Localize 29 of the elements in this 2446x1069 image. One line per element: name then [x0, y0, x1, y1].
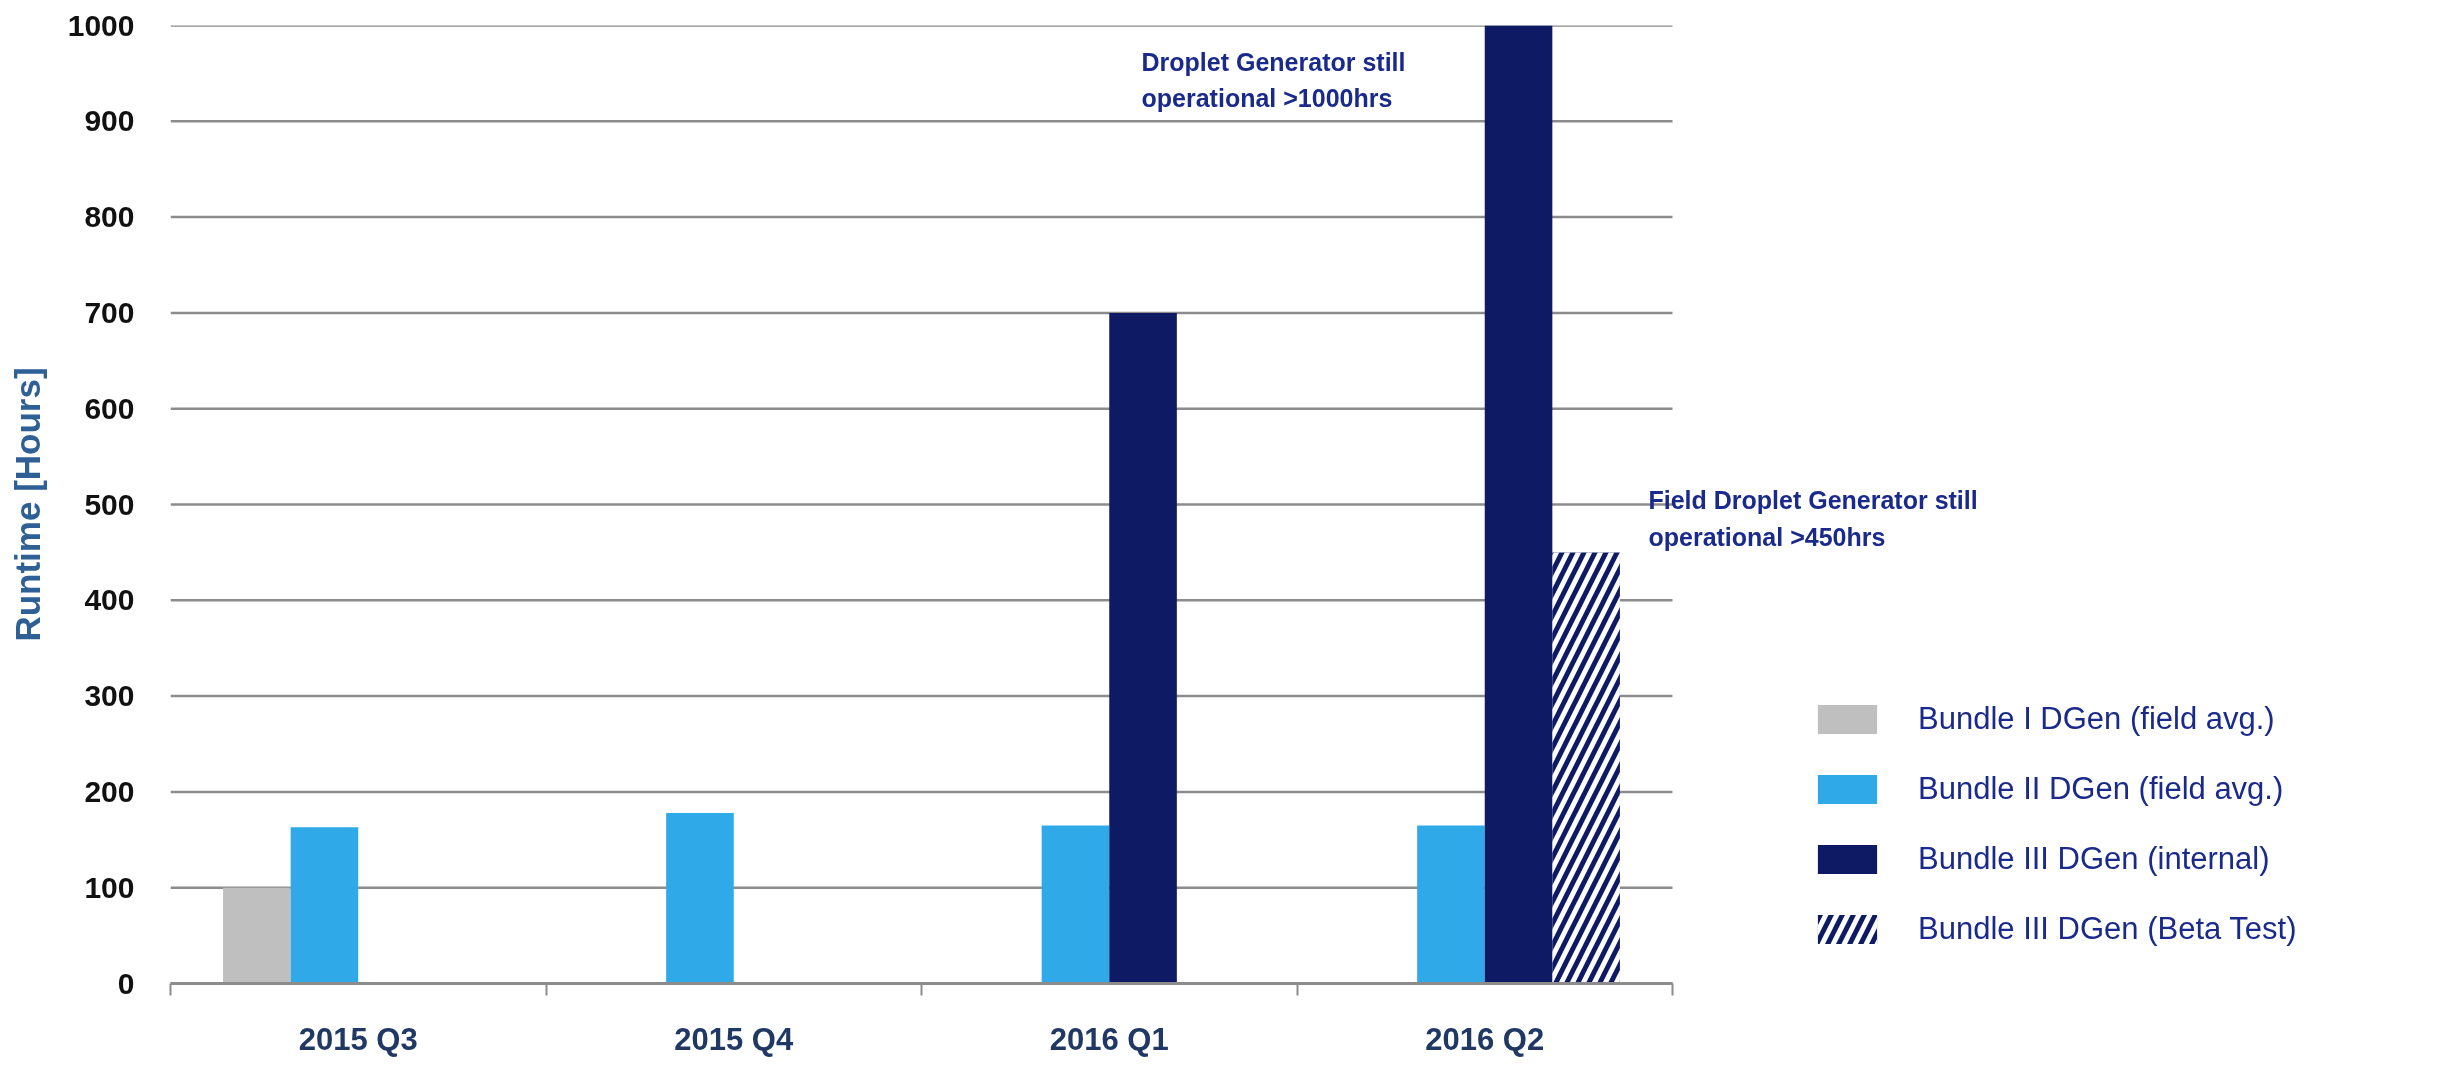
y-tick-label: 100 [84, 870, 135, 904]
bar [1109, 312, 1177, 984]
y-tick-label: 500 [84, 487, 135, 521]
y-tick-label: 700 [84, 295, 135, 329]
x-tick-label: 2016 Q1 [1049, 1021, 1169, 1057]
bar [666, 812, 734, 984]
annotation: Droplet Generator still operational >1000hrs [1141, 47, 1406, 112]
bar [1417, 825, 1485, 984]
y-tick-label: 800 [84, 200, 135, 234]
y-tick-label: 600 [84, 391, 135, 425]
bar [1484, 25, 1553, 984]
legend-label: Bundle I DGen (field avg.) [1918, 701, 2275, 737]
x-tick-label: 2015 Q3 [298, 1021, 418, 1057]
bar [223, 887, 291, 984]
x-tick-label: 2016 Q2 [1425, 1021, 1545, 1057]
bar [290, 827, 359, 984]
y-axis-title: Runtime [Hours] [7, 367, 47, 642]
y-tick-label: 0 [117, 966, 135, 1000]
legend-label: Bundle III DGen (Beta Test) [1918, 911, 2297, 947]
annotation: Field Droplet Generator still operational >450hrs [1648, 486, 1978, 551]
bar [1041, 825, 1110, 984]
y-tick-label: 1000 [67, 8, 135, 42]
y-tick-label: 300 [84, 679, 135, 713]
y-tick-label: 200 [84, 774, 135, 808]
legend-label: Bundle III DGen (internal) [1918, 841, 2270, 877]
legend-label: Bundle II DGen (field avg.) [1918, 771, 2284, 807]
y-tick-label: 400 [84, 583, 135, 617]
x-tick-label: 2015 Q4 [674, 1021, 794, 1057]
y-tick-label: 900 [84, 104, 135, 138]
